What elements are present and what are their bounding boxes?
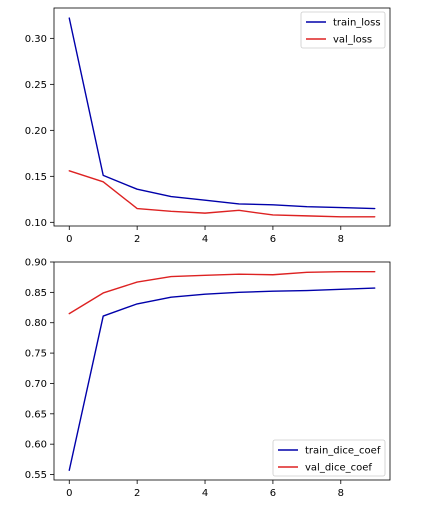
series-line-val-dice-coef	[68, 271, 376, 315]
x-tick-label: 8	[338, 488, 344, 499]
x-tick-label: 0	[66, 234, 72, 245]
y-tick-label: 0.65	[25, 409, 47, 420]
axes-frame	[53, 7, 391, 227]
legend: train_dice_coef val_dice_coef	[272, 439, 386, 477]
y-tick-label: 0.10	[25, 218, 47, 229]
y-tick-label: 0.90	[25, 258, 47, 269]
y-tick-label: 0.80	[25, 318, 47, 329]
x-tick-label: 2	[134, 234, 140, 245]
dice-coef-subplot: 0.55 0.60 0.65 0.70 0.75 0.80 0.85 0.90 0 2 4 6 8 tra…	[25, 258, 391, 499]
series-line-train-dice-coef	[68, 287, 376, 471]
legend-label: val_dice_coef	[305, 463, 372, 474]
legend-box	[272, 439, 386, 477]
y-tick-label: 0.75	[25, 349, 47, 360]
series-line-val-loss	[68, 170, 376, 218]
x-tick-label: 4	[202, 234, 208, 245]
series-line-train-loss	[68, 17, 376, 210]
y-tick-label: 0.30	[25, 34, 47, 45]
y-tick-label: 0.25	[25, 80, 47, 91]
y-tick-label: 0.55	[25, 470, 47, 481]
x-tick-label: 8	[338, 234, 344, 245]
y-tick-label: 0.20	[25, 126, 47, 137]
axes-frame	[53, 261, 391, 481]
x-tick-label: 0	[66, 488, 72, 499]
x-tick-label: 2	[134, 488, 140, 499]
legend-label: train_dice_coef	[305, 446, 381, 457]
legend-label: val_loss	[333, 35, 372, 46]
x-tick-label: 6	[270, 488, 276, 499]
loss-subplot: 0.10 0.15 0.20 0.25 0.30 0 2 4 6 8 train_loss val_l…	[25, 7, 391, 245]
y-tick-label: 0.60	[25, 440, 47, 451]
x-tick-label: 6	[270, 234, 276, 245]
y-tick-label: 0.15	[25, 172, 47, 183]
legend-label: train_loss	[333, 18, 381, 29]
y-tick-label: 0.70	[25, 379, 47, 390]
x-tick-label: 4	[202, 488, 208, 499]
y-tick-label: 0.85	[25, 288, 47, 299]
legend: train_loss val_loss	[300, 11, 386, 49]
